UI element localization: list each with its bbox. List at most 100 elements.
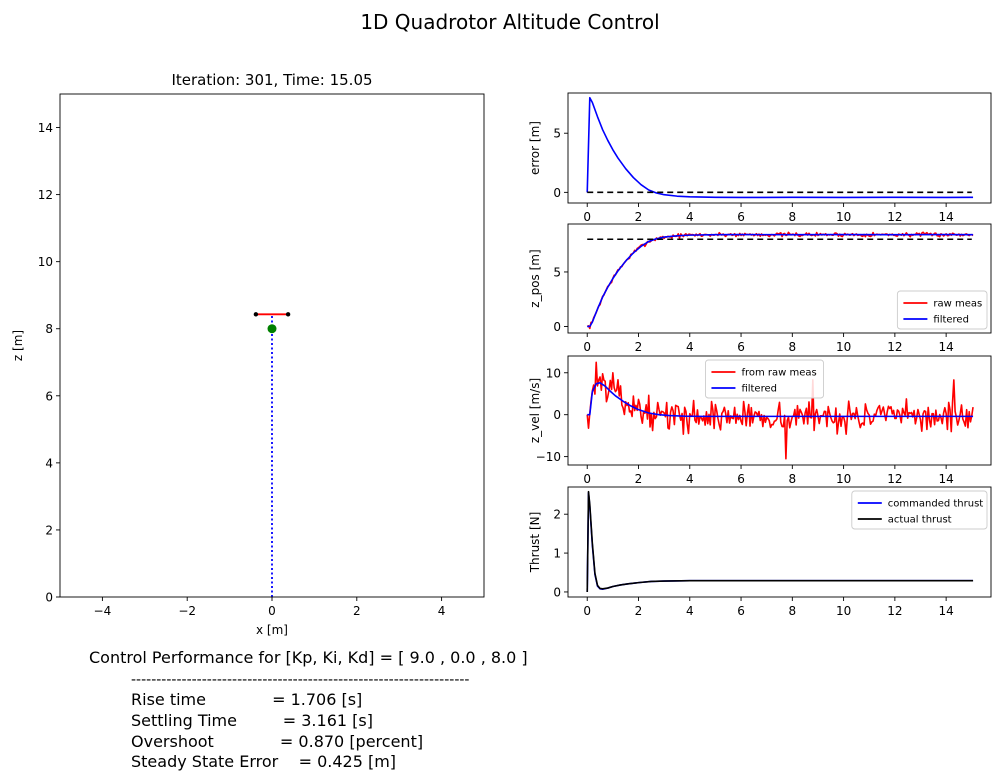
x-tick-label-zvel: 6 [737, 472, 745, 486]
x-tick-label-scene: 0 [268, 604, 276, 618]
performance-rise-time: Rise time = 1.706 [s] [131, 690, 363, 709]
x-tick-label-scene: −2 [178, 604, 196, 618]
x-tick-label-zpos: 10 [836, 340, 851, 354]
x-tick-label-thrust: 14 [938, 604, 953, 618]
x-tick-label-zpos: 4 [686, 340, 694, 354]
performance-heading: Control Performance for [Kp, Ki, Kd] = [… [89, 648, 528, 667]
x-tick-label-zvel: 2 [635, 472, 643, 486]
x-tick-label-error: 6 [737, 210, 745, 224]
axes-frame-zpos [567, 223, 992, 334]
legend-box-thrust [851, 490, 988, 530]
legend-label-zpos: filtered [933, 315, 969, 326]
plot-area-thrust [586, 490, 974, 592]
x-tick-label-zvel: 8 [788, 472, 796, 486]
x-tick-label-thrust: 2 [635, 604, 643, 618]
y-tick-label-error: 0 [553, 186, 561, 200]
x-tick-label-zpos: 14 [938, 340, 953, 354]
axes-title-scene: Iteration: 301, Time: 15.05 [171, 71, 372, 89]
x-tick-label-zpos: 6 [737, 340, 745, 354]
axes-frame-thrust [567, 486, 992, 598]
quadrotor-left-rotor [253, 312, 259, 317]
series-line-zvel-1 [587, 382, 974, 418]
y-tick-label-zvel: 10 [546, 366, 561, 380]
y-tick-label-scene: 0 [45, 591, 53, 605]
performance-settling-time: Settling Time = 3.161 [s] [131, 711, 373, 730]
x-tick-label-thrust: 8 [788, 604, 796, 618]
plot-area-scene [253, 312, 291, 597]
legend-label-thrust: actual thrust [888, 515, 952, 526]
series-line-zpos-1 [587, 233, 974, 328]
x-tick-label-zvel: 10 [836, 472, 851, 486]
panel-zvel: 0 2 4 6 8 10 12 14 −10 0 10 z_vel [m/s] from raw mea… [528, 355, 992, 486]
quadrotor-right-rotor [285, 312, 291, 317]
y-tick-label-thrust: 2 [553, 508, 561, 522]
figure-title: 1D Quadrotor Altitude Control [360, 10, 659, 34]
panel-scene: −4 −2 0 2 4 0 2 4 6 8 10 12 14 x [m] z [m] Iteration: 3… [11, 71, 485, 637]
axes-frame-scene [59, 93, 485, 598]
y-tick-label-error: 5 [553, 127, 561, 141]
x-tick-label-thrust: 6 [737, 604, 745, 618]
axes-frame-zvel [567, 355, 992, 466]
y-axis-label-zpos: z_pos [m] [528, 249, 542, 307]
x-tick-label-scene: 2 [353, 604, 361, 618]
y-tick-label-scene: 2 [45, 523, 53, 537]
panel-zpos: 0 2 4 6 8 10 12 14 0 5 z_pos [m] raw meas filtered [528, 223, 992, 354]
legend-label-zvel: filtered [741, 384, 777, 395]
y-tick-label-thrust: 1 [553, 547, 561, 561]
legend-label-thrust: commanded thrust [888, 499, 984, 510]
y-tick-label-zpos: 5 [553, 265, 561, 279]
x-tick-label-zvel: 0 [583, 472, 591, 486]
x-tick-label-thrust: 10 [836, 604, 851, 618]
y-axis-label-zvel: z_vel [m/s] [528, 378, 542, 443]
x-tick-label-zvel: 4 [686, 472, 694, 486]
x-tick-label-zvel: 14 [938, 472, 953, 486]
x-tick-label-thrust: 0 [583, 604, 591, 618]
x-tick-label-zpos: 12 [887, 340, 902, 354]
x-tick-label-scene: 4 [438, 604, 446, 618]
y-tick-label-scene: 8 [45, 322, 53, 336]
y-tick-label-scene: 14 [38, 121, 53, 135]
panel-error: 0 2 4 6 8 10 12 14 0 5 error [m] [528, 92, 992, 224]
x-tick-label-zpos: 8 [788, 340, 796, 354]
y-axis-label-thrust: Thrust [N] [528, 512, 542, 574]
y-tick-label-thrust: 0 [553, 585, 561, 599]
y-tick-label-zvel: −10 [536, 450, 561, 464]
performance-overshoot: Overshoot = 0.870 [percent] [131, 732, 424, 751]
y-tick-label-scene: 12 [38, 188, 53, 202]
performance-separator: ----------------------------------------… [131, 672, 470, 688]
y-tick-label-scene: 6 [45, 389, 53, 403]
y-axis-label-error: error [m] [528, 121, 542, 175]
series-line-thrust-1 [586, 490, 974, 592]
x-tick-label-error: 8 [788, 210, 796, 224]
setpoint-marker [267, 324, 277, 334]
x-tick-label-thrust: 4 [686, 604, 694, 618]
series-line-zvel-0 [586, 361, 974, 460]
x-tick-label-scene: −4 [94, 604, 112, 618]
x-tick-label-zpos: 2 [635, 340, 643, 354]
performance-steady-state-error: Steady State Error = 0.425 [m] [131, 752, 397, 771]
legend-label-zpos: raw meas [933, 299, 982, 310]
plot-area-zpos [586, 231, 974, 330]
x-tick-label-zvel: 12 [887, 472, 902, 486]
x-tick-label-error: 10 [836, 210, 851, 224]
y-tick-label-scene: 4 [45, 456, 53, 470]
y-tick-label-zvel: 0 [553, 408, 561, 422]
legend-label-zvel: from raw meas [741, 368, 816, 379]
y-tick-label-zpos: 0 [553, 320, 561, 334]
x-tick-label-error: 2 [635, 210, 643, 224]
y-axis-label-scene: z [m] [11, 330, 25, 361]
x-tick-label-error: 14 [938, 210, 953, 224]
x-tick-label-thrust: 12 [887, 604, 902, 618]
plot-area-error [586, 96, 974, 199]
x-tick-label-error: 4 [686, 210, 694, 224]
x-tick-label-error: 12 [887, 210, 902, 224]
axes-frame-error [567, 92, 992, 204]
y-tick-label-scene: 10 [38, 255, 53, 269]
series-line-error-0 [586, 96, 974, 199]
x-tick-label-error: 0 [583, 210, 591, 224]
plot-area-zvel [586, 361, 974, 460]
x-axis-label-scene: x [m] [256, 623, 288, 637]
x-tick-label-zpos: 0 [583, 340, 591, 354]
